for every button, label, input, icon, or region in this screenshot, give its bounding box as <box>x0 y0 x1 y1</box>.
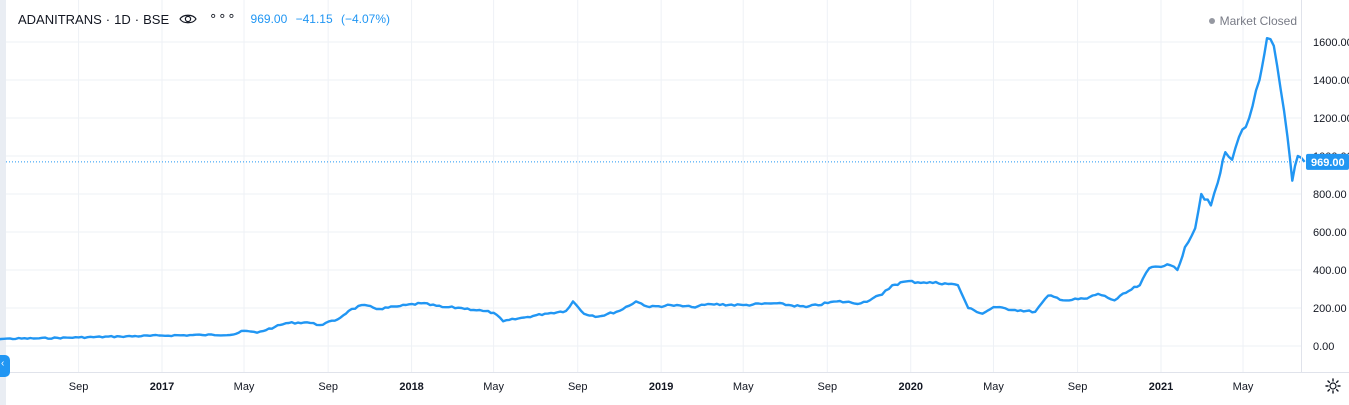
x-tick-label: Sep <box>818 381 838 393</box>
symbol-name[interactable]: ADANITRANS <box>18 11 102 27</box>
x-tick-label: 2020 <box>898 381 922 393</box>
time-axis-divider <box>0 372 1349 373</box>
legend-values: 969.00 −41.15 (−4.07%) <box>251 12 395 26</box>
legend-separator: · <box>105 11 111 27</box>
x-tick-label: Sep <box>1068 381 1088 393</box>
last-price-tag <box>1306 153 1349 170</box>
y-tick-label: 1400.00 <box>1313 75 1349 87</box>
price-series-line <box>0 37 1306 341</box>
y-tick-label: 400.00 <box>1313 265 1347 277</box>
x-tick-label: 2017 <box>150 381 174 393</box>
scroll-left-handle[interactable]: ‹ <box>0 355 10 377</box>
chevron-left-icon: ‹ <box>1 358 5 369</box>
market-status: Market Closed <box>1208 14 1297 28</box>
gear-icon[interactable] <box>1325 378 1341 394</box>
y-tick-label: 1200.00 <box>1313 113 1349 125</box>
y-tick-label: 200.00 <box>1313 303 1347 315</box>
status-dot-icon <box>1208 18 1215 24</box>
last-price-tag-label: 969.00 <box>1311 157 1345 169</box>
x-tick-label: May <box>483 381 504 393</box>
interval-label[interactable]: 1D <box>114 11 131 27</box>
grid-lines <box>6 0 1301 372</box>
y-tick-label: 800.00 <box>1313 189 1347 201</box>
x-tick-label: Sep <box>318 381 338 393</box>
x-tick-label: 2019 <box>649 381 673 393</box>
exchange-label: BSE <box>143 11 170 27</box>
eye-icon[interactable] <box>179 12 197 26</box>
market-status-label: Market Closed <box>1219 14 1297 28</box>
price-axis-divider <box>1301 0 1302 373</box>
y-tick-label: 1600.00 <box>1313 37 1349 49</box>
x-tick-label: May <box>983 381 1004 393</box>
x-tick-label: May <box>733 381 754 393</box>
last-price-value: 969.00 <box>250 12 288 26</box>
symbol-legend: ADANITRANS · 1D · BSE ∘∘∘ 969.00 −41.15 … <box>18 8 395 27</box>
y-tick-label: 600.00 <box>1313 227 1347 239</box>
x-tick-label: Sep <box>69 381 89 393</box>
y-tick-label: 0.00 <box>1313 341 1334 353</box>
x-tick-label: 2021 <box>1149 381 1173 393</box>
legend-separator: · <box>134 11 140 27</box>
y-axis[interactable]: 1600.001400.001200.001000.00800.00600.00… <box>1306 37 1349 353</box>
series-layer <box>0 37 1306 341</box>
change-percent-value: (−4.07%) <box>340 12 391 26</box>
x-tick-label: 2018 <box>399 381 423 393</box>
x-tick-label: May <box>1233 381 1254 393</box>
change-value: −41.15 <box>295 12 333 26</box>
x-tick-label: May <box>234 381 255 393</box>
x-tick-label: Sep <box>568 381 588 393</box>
x-axis[interactable]: Sep 2017 May Sep 2018 May Sep 2019 May Sep 2020 May… <box>69 381 1254 393</box>
more-dots-icon[interactable]: ∘∘∘ <box>209 8 237 23</box>
